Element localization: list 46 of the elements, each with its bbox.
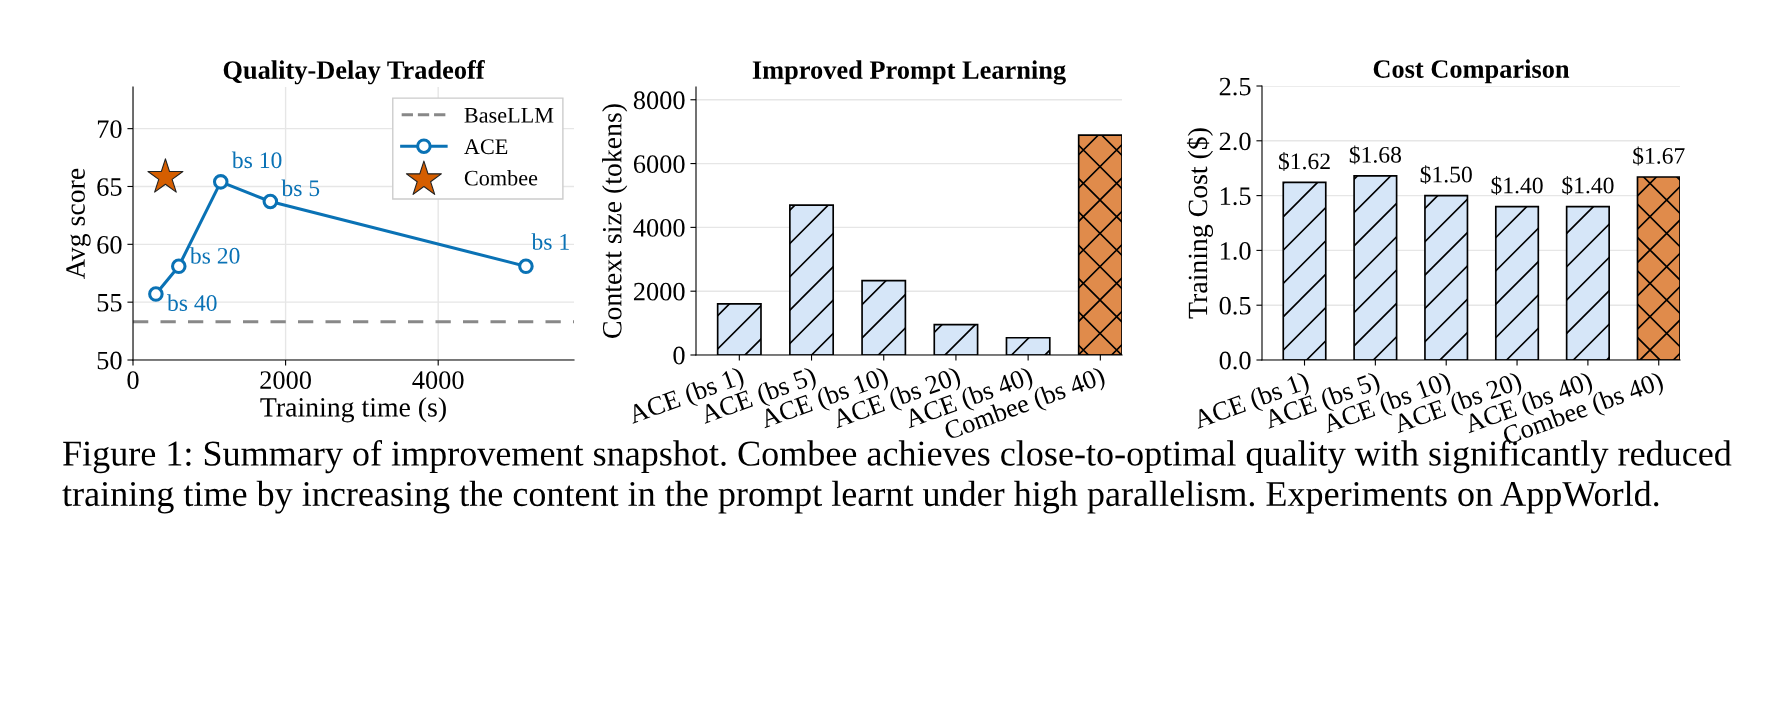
chart-title: Improved Prompt Learning (752, 60, 1066, 85)
data-label: $1.40 (1562, 176, 1614, 195)
y-tick-label: 8000 (633, 91, 685, 110)
annotation: bs 20 (189, 247, 240, 264)
x-tick-label: 2000 (260, 371, 311, 389)
y-tick-label: 2.0 (1219, 132, 1251, 151)
point (212, 174, 229, 190)
legend-label: Combee (464, 169, 538, 186)
data-label: $1.50 (1420, 165, 1472, 185)
chart-title: Quality-Delay Tradeoff (223, 60, 485, 85)
y-tick-label: 65 (97, 178, 122, 196)
y-axis-title: Training Cost ($) (1186, 128, 1214, 319)
point (518, 258, 534, 275)
annotation: bs 40 (167, 294, 217, 311)
point (147, 158, 184, 193)
annotation: bs 1 (531, 233, 569, 250)
point (148, 286, 164, 302)
data-label: $1.68 (1349, 145, 1402, 165)
y-tick-label: 0.5 (1219, 296, 1251, 315)
x-tick-label: 4000 (412, 371, 464, 389)
y-tick-label: 60 (97, 235, 122, 254)
y-axis-title: Context size (tokens) (602, 104, 628, 338)
y-tick-label: 0 (673, 346, 685, 365)
y-tick-label: 55 (97, 294, 122, 312)
y-tick-label: 0.0 (1219, 351, 1251, 370)
y-tick-label: 1.0 (1220, 242, 1251, 260)
x-axis-title: Training time (s) (260, 397, 446, 423)
y-tick-label: 1.5 (1220, 187, 1251, 206)
annotation: bs 5 (281, 179, 320, 197)
x-tick-label: 0 (127, 371, 139, 389)
legend-label: ACE (464, 139, 508, 155)
y-tick-label: 4000 (633, 218, 685, 237)
point (262, 193, 279, 210)
data-label: $1.67 (1633, 146, 1685, 166)
legend-label: BaseLLM (464, 108, 554, 123)
chart-title: Cost Comparison (1373, 59, 1570, 84)
data-label: $1.40 (1491, 176, 1543, 195)
y-tick-label: 50 (97, 351, 122, 370)
point (171, 258, 187, 275)
y-tick-label: 2.5 (1219, 77, 1251, 96)
y-axis-title: Avg score (66, 168, 91, 279)
y-tick-label: 6000 (633, 155, 685, 173)
y-tick-label: 70 (97, 120, 122, 139)
annotation: bs 10 (231, 151, 282, 169)
y-tick-label: 2000 (633, 282, 685, 301)
data-label: $1.62 (1278, 151, 1330, 171)
